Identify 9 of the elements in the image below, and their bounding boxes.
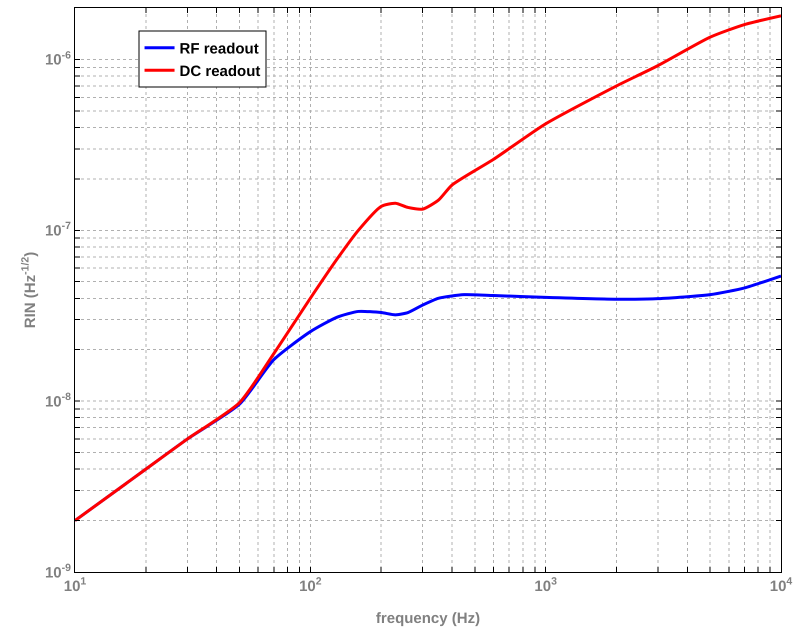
legend-label: RF readout: [180, 40, 259, 58]
y-tick-label: 10$^{-6}$: [44, 49, 72, 69]
y-tick-label: 10$^{-7}$: [44, 220, 72, 240]
x-axis-title: frequency (Hz): [376, 610, 480, 627]
x-tick-label: 10$^{2}$: [299, 576, 322, 595]
x-tick-label: 10$^{3}$: [534, 576, 558, 595]
legend-label: DC readout: [180, 63, 260, 80]
x-tick-label: 10$^{4}$: [770, 576, 792, 595]
y-tick-label: 10$^{-8}$: [44, 391, 72, 410]
